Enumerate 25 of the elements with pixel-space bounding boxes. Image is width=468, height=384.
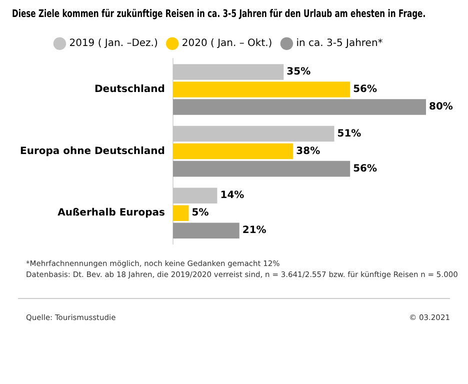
data-label: 56% [353,84,378,96]
data-label: 56% [353,163,378,174]
legend-label: in ca. 3-5 Jahren* [296,38,383,50]
bar [172,64,284,80]
bar [172,205,189,221]
data-label: 38% [296,146,320,157]
data-label: 51% [337,128,362,140]
data-label: 35% [286,66,311,78]
legend-label: 2020 ( Jan. – Okt.) [182,38,272,50]
bar [172,82,350,98]
bar [172,188,218,204]
y-tick-label: Europa ohne Deutschland [20,146,165,157]
data-label: 5% [192,208,209,219]
bar [172,160,350,177]
y-tick-label: Außerhalb Europas [58,208,165,219]
data-label: 14% [220,190,244,202]
bar [172,99,426,115]
data-label: 80% [429,102,453,113]
y-tick-label: Deutschland [94,84,165,96]
legend-label: 2019 ( Jan. –Dez.) [69,38,158,50]
bar [172,126,334,142]
bar [172,222,240,238]
data-label: 21% [242,225,266,236]
bar [172,143,294,160]
chart-title: Diese Ziele kommen für zukünftige Reisen in ca. 3-5 Jahren für den Urlaub am ehesten in Frage. [12,8,426,20]
